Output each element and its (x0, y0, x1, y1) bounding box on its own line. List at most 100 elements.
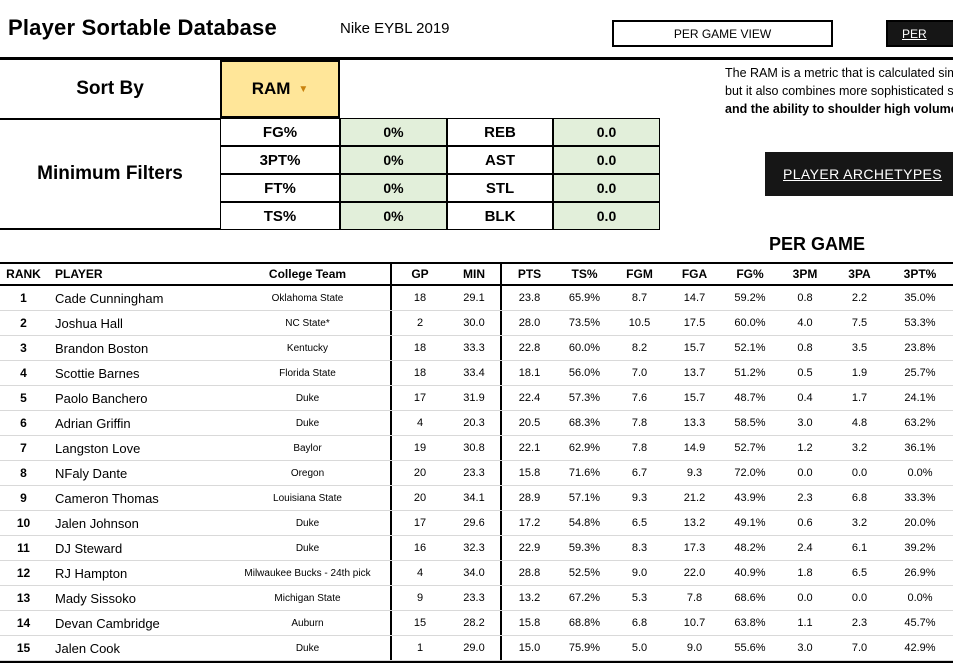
stat-cell: 31.9 (448, 386, 502, 410)
stat-cell: 48.7% (734, 392, 766, 404)
table-row[interactable]: 15 Jalen Cook Duke 1 29.0 15.0 75.9% 5.0 9.0 55.6… (0, 636, 953, 661)
stat-cell: 8.2 (631, 342, 648, 354)
stat-cell: 52.1% (734, 342, 766, 354)
column-header: GP (411, 267, 429, 281)
table-row[interactable]: 11 DJ Steward Duke 16 32.3 22.9 59.3% 8.3 17.3 48… (0, 536, 953, 561)
filter-label: FT% (220, 174, 340, 202)
stat-cell: 14.9 (683, 442, 706, 454)
stat-cell: 10.7 (683, 617, 706, 629)
team-cell: Kentucky (225, 336, 392, 360)
table-row[interactable]: 7 Langston Love Baylor 19 30.8 22.1 62.9% 7.8 14… (0, 436, 953, 461)
stat-cell: 32.3 (448, 536, 502, 560)
stat-cell: 17.2 (518, 517, 541, 529)
player-cell: DJ Steward (55, 540, 123, 556)
stat-cell: 0.0% (907, 467, 933, 479)
stat-cell: 55.6% (734, 642, 766, 654)
stat-cell: 13.2 (518, 592, 541, 604)
stat-cell: 13.3 (683, 417, 706, 429)
table-row[interactable]: 9 Cameron Thomas Louisiana State 20 34.1 28.9… (0, 486, 953, 511)
filter-value[interactable]: 0.0 (553, 202, 660, 230)
stat-cell: 57.3% (568, 392, 601, 404)
player-cell: NFaly Dante (55, 465, 128, 481)
rank-cell: 2 (20, 316, 27, 330)
filter-value[interactable]: 0% (340, 202, 447, 230)
sort-by-dropdown[interactable]: RAM ▼ (220, 60, 340, 118)
player-archetype-button[interactable]: PLAYER ARCHETYPES (765, 152, 953, 196)
rank-cell: 7 (20, 441, 27, 455)
stat-cell: 21.2 (683, 492, 706, 504)
stat-cell: 0.0 (851, 467, 868, 479)
per-game-title: PER GAME (768, 234, 865, 254)
player-cell: Mady Sissoko (55, 590, 136, 606)
table-row[interactable]: 4 Scottie Barnes Florida State 18 33.4 18.1 56… (0, 361, 953, 386)
player-cell: Scottie Barnes (55, 365, 140, 381)
filter-value[interactable]: 0% (340, 174, 447, 202)
stat-cell: 40.9% (734, 567, 766, 579)
stat-cell: 8.7 (631, 292, 648, 304)
stat-cell: 20.5 (518, 417, 541, 429)
alt-view-button[interactable]: PER (886, 20, 953, 47)
stat-cell: 73.5% (568, 317, 601, 329)
stat-cell: 0.0 (797, 467, 813, 479)
stat-cell: 3.2 (851, 517, 868, 529)
table-row[interactable]: 14 Devan Cambridge Auburn 15 28.2 15.8 68.8% 6.… (0, 611, 953, 636)
filter-value[interactable]: 0.0 (553, 146, 660, 174)
player-cell: RJ Hampton (55, 565, 128, 581)
filter-label: STL (447, 174, 553, 202)
controls-area: Sort By RAM ▼ The RAM is a metric that i… (0, 60, 953, 230)
column-header: FG% (736, 267, 764, 281)
table-row[interactable]: 13 Mady Sissoko Michigan State 9 23.3 13.2 67.… (0, 586, 953, 611)
stat-cell: 17 (413, 517, 427, 529)
team-cell: NC State* (225, 311, 392, 335)
stat-cell: 9.0 (686, 642, 703, 654)
stat-cell: 35.0% (904, 292, 936, 304)
player-cell: Cameron Thomas (55, 490, 159, 506)
per-game-view-button[interactable]: PER GAME VIEW (612, 20, 833, 47)
table-row[interactable]: 1 Cade Cunningham Oklahoma State 18 29.1 23.8… (0, 286, 953, 311)
stat-cell: 17.5 (683, 317, 706, 329)
stat-cell: 3.5 (851, 342, 868, 354)
stat-cell: 57.1% (568, 492, 601, 504)
filter-value[interactable]: 0% (340, 146, 447, 174)
minimum-filters-label: Minimum Filters (0, 118, 220, 230)
stat-cell: 67.2% (568, 592, 601, 604)
stat-cell: 18 (413, 342, 427, 354)
stat-cell: 28.0 (518, 317, 541, 329)
page-title: Player Sortable Database (8, 15, 277, 40)
stat-cell: 68.6% (734, 592, 766, 604)
stat-cell: 39.2% (904, 542, 936, 554)
stat-cell: 9.0 (631, 567, 648, 579)
stat-cell: 13.7 (683, 367, 706, 379)
table-row[interactable]: 8 NFaly Dante Oregon 20 23.3 15.8 71.6% 6.7 9.3 7… (0, 461, 953, 486)
stat-cell: 2.3 (797, 492, 813, 504)
filter-value[interactable]: 0.0 (553, 118, 660, 146)
team-cell: Michigan State (225, 586, 392, 610)
stat-cell: 6.5 (631, 517, 648, 529)
stat-cell: 30.8 (448, 436, 502, 460)
team-cell: Oregon (225, 461, 392, 485)
table-row[interactable]: 2 Joshua Hall NC State* 2 30.0 28.0 73.5% 10.5 1… (0, 311, 953, 336)
stat-cell: 3.2 (851, 442, 868, 454)
sort-by-label: Sort By (76, 78, 144, 99)
topbar: Player Sortable Database Nike EYBL 2019 … (0, 0, 953, 60)
stat-cell: 14.7 (683, 292, 706, 304)
stat-cell: 9 (416, 592, 424, 604)
table-row[interactable]: 5 Paolo Banchero Duke 17 31.9 22.4 57.3% 7.6 15.… (0, 386, 953, 411)
table-row[interactable]: 12 RJ Hampton Milwaukee Bucks - 24th pick 4… (0, 561, 953, 586)
player-cell: Devan Cambridge (55, 615, 160, 631)
table-row[interactable]: 10 Jalen Johnson Duke 17 29.6 17.2 54.8% 6.5 13.… (0, 511, 953, 536)
team-cell: Florida State (225, 361, 392, 385)
table-row[interactable]: 6 Adrian Griffin Duke 4 20.3 20.5 68.3% 7.8 13.3… (0, 411, 953, 436)
stat-cell: 68.3% (568, 417, 601, 429)
table-row[interactable]: 3 Brandon Boston Kentucky 18 33.3 22.8 60.0% 8.… (0, 336, 953, 361)
stat-cell: 5.3 (631, 592, 648, 604)
stat-cell: 42.9% (904, 642, 936, 654)
stat-cell: 71.6% (568, 467, 601, 479)
stat-cell: 23.3 (448, 586, 502, 610)
stat-cell: 20.3 (448, 411, 502, 435)
filter-value[interactable]: 0.0 (553, 174, 660, 202)
stat-cell: 68.8% (568, 617, 601, 629)
team-cell: Louisiana State (225, 486, 392, 510)
filter-value[interactable]: 0% (340, 118, 447, 146)
stat-cell: 0.6 (797, 517, 813, 529)
